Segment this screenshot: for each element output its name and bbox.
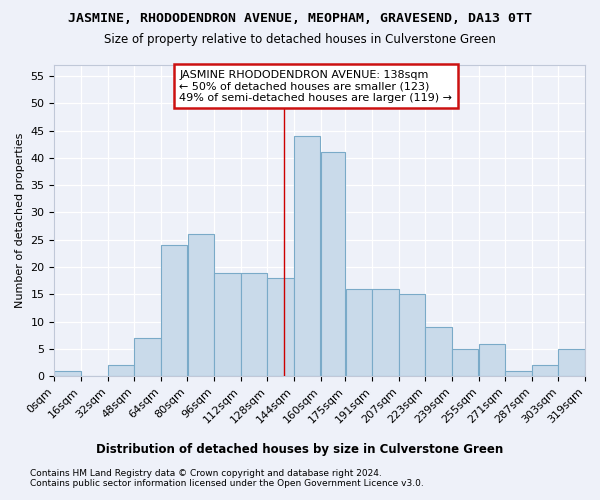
Bar: [268, 278, 294, 376]
Y-axis label: Number of detached properties: Number of detached properties: [15, 133, 25, 308]
Bar: [505, 371, 532, 376]
Text: Distribution of detached houses by size in Culverstone Green: Distribution of detached houses by size …: [97, 442, 503, 456]
Text: Contains public sector information licensed under the Open Government Licence v3: Contains public sector information licen…: [30, 478, 424, 488]
Bar: [320, 152, 346, 376]
Text: Contains HM Land Registry data © Crown copyright and database right 2024.: Contains HM Land Registry data © Crown c…: [30, 468, 382, 477]
Text: JASMINE, RHODODENDRON AVENUE, MEOPHAM, GRAVESEND, DA13 0TT: JASMINE, RHODODENDRON AVENUE, MEOPHAM, G…: [68, 12, 532, 26]
Bar: [346, 289, 372, 376]
Bar: [372, 289, 398, 376]
Bar: [294, 136, 320, 376]
Bar: [425, 327, 452, 376]
Bar: [214, 272, 241, 376]
Bar: [479, 344, 505, 376]
Text: Size of property relative to detached houses in Culverstone Green: Size of property relative to detached ho…: [104, 32, 496, 46]
Bar: [188, 234, 214, 376]
Bar: [55, 371, 81, 376]
Bar: [399, 294, 425, 376]
Bar: [134, 338, 161, 376]
Text: JASMINE RHODODENDRON AVENUE: 138sqm
← 50% of detached houses are smaller (123)
4: JASMINE RHODODENDRON AVENUE: 138sqm ← 50…: [179, 70, 452, 103]
Bar: [161, 245, 187, 376]
Bar: [241, 272, 267, 376]
Bar: [532, 366, 559, 376]
Bar: [452, 349, 478, 376]
Bar: [107, 366, 134, 376]
Bar: [559, 349, 585, 376]
